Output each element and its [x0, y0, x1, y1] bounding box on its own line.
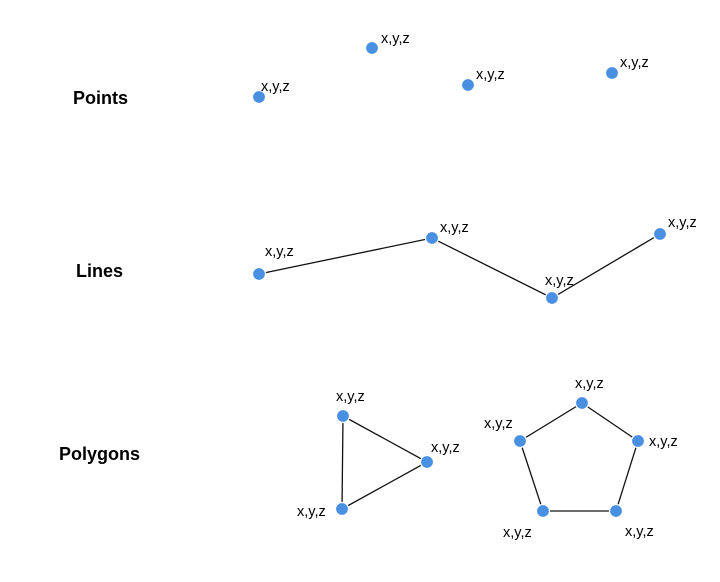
pentagon-label: x,y,z [649, 434, 678, 450]
point-vertex [364, 40, 380, 56]
polyline-path [258, 233, 661, 299]
pentagon-shape [519, 402, 639, 512]
point-vertex [604, 65, 620, 81]
line-label: x,y,z [545, 273, 574, 289]
line-vertex [251, 266, 267, 282]
triangle-vertex [334, 501, 350, 517]
triangle-vertex [335, 408, 351, 424]
pentagon-vertex [630, 433, 646, 449]
polygons-title: Polygons [59, 444, 140, 464]
triangle-vertex [419, 454, 435, 470]
pentagon-label: x,y,z [484, 416, 513, 432]
point-vertex [460, 77, 476, 93]
triangle-label: x,y,z [336, 389, 365, 405]
triangle-shape [341, 414, 429, 511]
line-vertex [652, 226, 668, 242]
lines-group: x,y,z x,y,z x,y,z x,y,z [251, 215, 697, 306]
pentagon-label: x,y,z [625, 524, 654, 540]
pentagon-vertex [512, 433, 528, 449]
pentagon-group: x,y,z x,y,z x,y,z x,y,z x,y,z [484, 376, 678, 541]
point-label: x,y,z [261, 79, 290, 95]
pentagon-vertex [608, 503, 624, 519]
lines-title: Lines [76, 261, 123, 281]
pentagon-vertex [535, 503, 551, 519]
pentagon-label: x,y,z [575, 376, 604, 392]
line-label: x,y,z [265, 244, 294, 260]
point-label: x,y,z [381, 31, 410, 47]
triangle-label: x,y,z [431, 440, 460, 456]
line-vertex [544, 290, 560, 306]
pentagon-label: x,y,z [503, 525, 532, 541]
points-group: x,y,z x,y,z x,y,z x,y,z [251, 31, 649, 105]
line-label: x,y,z [440, 220, 469, 236]
point-label: x,y,z [476, 67, 505, 83]
point-label: x,y,z [620, 55, 649, 71]
line-vertex [424, 230, 440, 246]
point-vertex [251, 89, 267, 105]
pentagon-vertex [574, 395, 590, 411]
triangle-group: x,y,z x,y,z x,y,z [297, 389, 460, 520]
points-title: Points [73, 88, 128, 108]
triangle-label: x,y,z [297, 504, 326, 520]
line-label: x,y,z [668, 215, 697, 231]
